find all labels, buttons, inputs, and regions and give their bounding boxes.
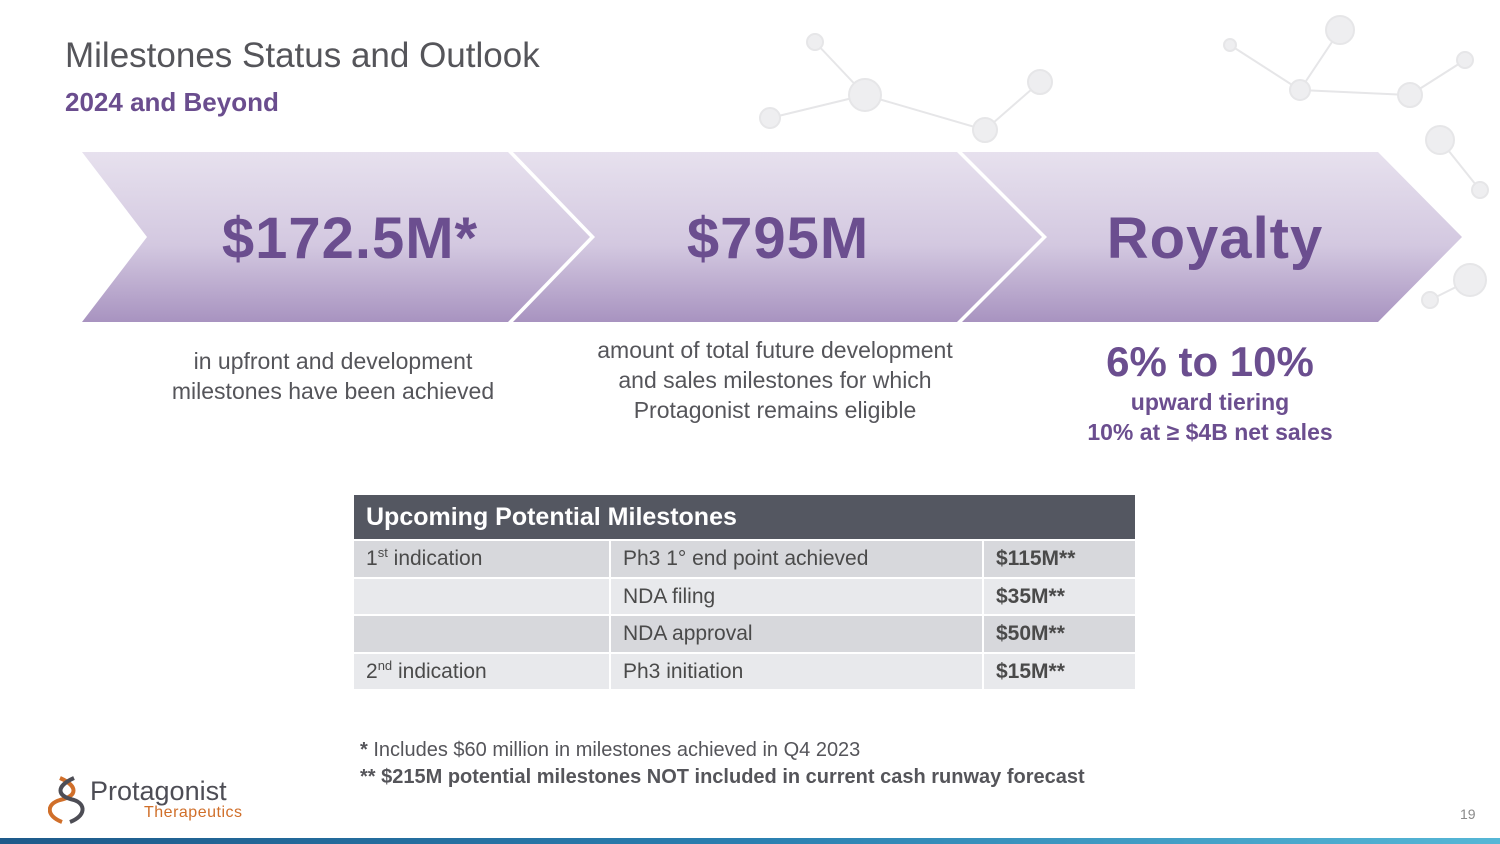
table-row: 1st indication Ph3 1° end point achieved… xyxy=(354,539,1135,577)
footnote-2: ** $215M potential milestones NOT includ… xyxy=(360,766,1085,788)
event-cell: Ph3 1° end point achieved xyxy=(611,541,984,577)
chevron-2-description: amount of total future development and s… xyxy=(597,337,953,423)
event-cell: Ph3 initiation xyxy=(611,653,984,689)
page-subtitle: 2024 and Beyond xyxy=(65,87,279,117)
footnote-1: * Includes $60 million in milestones ach… xyxy=(360,739,861,761)
event-cell: NDA approval xyxy=(611,616,984,652)
logo-subtitle: Therapeutics xyxy=(144,804,243,821)
table-row: NDA filing $35M** xyxy=(354,576,1135,614)
chevron-1-value: $172.5M* xyxy=(221,206,479,271)
royalty-threshold: 10% at ≥ $4B net sales xyxy=(1087,419,1333,445)
event-cell: NDA filing xyxy=(611,578,984,614)
milestones-table: Upcoming Potential Milestones 1st indica… xyxy=(354,495,1135,689)
chevron-2-value: $795M xyxy=(686,206,870,271)
table-row: 2nd indication Ph3 initiation $15M** xyxy=(354,651,1135,689)
amount-cell: $50M** xyxy=(996,622,1065,645)
amount-cell: $115M** xyxy=(996,547,1076,570)
bottom-accent-bar xyxy=(0,838,1500,844)
indication-cell xyxy=(354,616,611,652)
company-logo: Protagonist Therapeutics xyxy=(48,774,268,826)
page-number: 19 xyxy=(1460,806,1476,822)
page-title: Milestones Status and Outlook xyxy=(65,36,540,75)
royalty-tiering: upward tiering xyxy=(1130,389,1290,415)
chevron-2 xyxy=(513,152,1042,322)
chevron-1 xyxy=(82,152,590,322)
indication-cell xyxy=(354,578,611,614)
chevron-3-value: Royalty xyxy=(1106,206,1324,271)
amount-cell: $15M** xyxy=(996,659,1065,683)
indication-cell: 1st indication xyxy=(354,541,611,577)
table-row: NDA approval $50M** xyxy=(354,614,1135,652)
chevron-3 xyxy=(962,152,1462,322)
dna-logo-icon xyxy=(48,776,85,824)
chevron-1-description: in upfront and development milestones ha… xyxy=(171,348,495,404)
milestones-table-title: Upcoming Potential Milestones xyxy=(354,495,1135,539)
indication-cell: 2nd indication xyxy=(354,653,611,689)
amount-cell: $35M** xyxy=(996,584,1065,608)
royalty-range: 6% to 10% xyxy=(1106,338,1314,385)
logo-name: Protagonist xyxy=(90,776,227,806)
